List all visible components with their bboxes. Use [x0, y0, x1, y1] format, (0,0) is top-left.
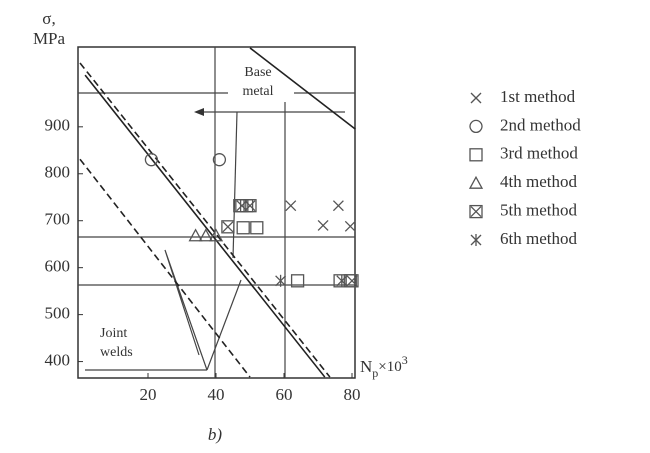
x-tick-label: 40	[208, 385, 225, 404]
marker-stroke	[469, 119, 483, 134]
marker-stroke	[236, 200, 248, 212]
marker	[285, 200, 297, 212]
marker-stroke	[188, 228, 203, 242]
marker-stroke	[285, 200, 297, 212]
legend-label: 2nd method	[500, 115, 581, 134]
y-tick-label: 500	[45, 304, 71, 323]
fit-line	[79, 158, 251, 378]
marker	[212, 153, 227, 167]
marker	[336, 274, 348, 287]
marker-stroke	[221, 220, 235, 234]
marker	[345, 274, 359, 288]
marker-stroke	[345, 274, 359, 288]
marker-stroke	[236, 221, 250, 235]
marker-stroke	[468, 175, 484, 189]
y-tick-label: 600	[45, 257, 71, 276]
marker-stroke	[470, 92, 482, 104]
marker	[188, 228, 203, 242]
fit-line	[249, 47, 356, 130]
annotation: welds	[100, 345, 133, 360]
arrow-line	[232, 111, 238, 259]
marker	[275, 274, 287, 287]
marker-stroke	[317, 219, 329, 231]
marker-stroke	[212, 153, 227, 167]
y-tick-label: 400	[45, 350, 71, 369]
annotation: Base	[244, 65, 271, 80]
x-tick-label: 60	[276, 385, 293, 404]
legend-label: 3rd method	[500, 144, 578, 163]
fit-line	[79, 62, 331, 378]
y-tick-label: 800	[45, 163, 71, 182]
marker-stroke	[344, 220, 356, 232]
marker-stroke	[346, 275, 358, 287]
marker	[344, 220, 356, 232]
marker	[470, 92, 482, 104]
marker	[469, 204, 483, 219]
marker	[250, 221, 264, 235]
marker-stroke	[250, 221, 264, 235]
arrow-head	[194, 108, 204, 116]
marker-stroke	[469, 148, 483, 162]
marker	[290, 274, 305, 288]
marker-stroke	[243, 199, 257, 213]
marker-stroke	[332, 200, 344, 212]
marker-stroke	[469, 204, 483, 219]
caption: b)	[208, 425, 223, 444]
x-label-part: ×10	[378, 359, 401, 375]
y-tick-label: 700	[45, 210, 71, 229]
x-tick-label: 20	[140, 385, 157, 404]
marker	[221, 220, 235, 234]
marker	[235, 199, 249, 213]
marker-stroke	[244, 200, 256, 212]
marker	[469, 119, 483, 134]
x-label-part: N	[360, 357, 372, 376]
marker	[470, 234, 482, 246]
annotation: metal	[242, 84, 273, 99]
marker	[198, 228, 213, 242]
marker	[332, 200, 344, 212]
marker-stroke	[208, 228, 224, 242]
marker-stroke	[198, 228, 213, 242]
legend-label: 4th method	[500, 172, 577, 191]
fit-line	[84, 74, 326, 378]
arrow-line	[164, 249, 208, 371]
marker	[208, 228, 224, 242]
marker	[236, 221, 250, 235]
legend-label: 6th method	[500, 229, 577, 248]
marker-stroke	[144, 153, 159, 167]
marker	[468, 175, 484, 189]
marker-stroke	[235, 199, 249, 213]
x-label: Np×103	[360, 353, 408, 380]
marker	[469, 148, 483, 162]
x-label-part: p	[372, 366, 378, 380]
marker	[144, 153, 159, 167]
marker-stroke	[222, 221, 234, 233]
x-tick-label: 80	[344, 385, 361, 404]
marker	[243, 199, 257, 213]
legend-label: 5th method	[500, 201, 577, 220]
y-label: σ,	[42, 9, 55, 28]
x-label-part: 3	[402, 353, 408, 367]
y-label: MPa	[33, 29, 66, 48]
annotation: Joint	[100, 326, 127, 341]
marker	[317, 219, 329, 231]
annotation-box	[228, 64, 294, 102]
marker-stroke	[470, 206, 482, 218]
y-tick-label: 900	[45, 116, 71, 135]
arrow-line	[206, 279, 242, 371]
legend-label: 1st method	[500, 87, 576, 106]
marker-stroke	[290, 274, 305, 288]
